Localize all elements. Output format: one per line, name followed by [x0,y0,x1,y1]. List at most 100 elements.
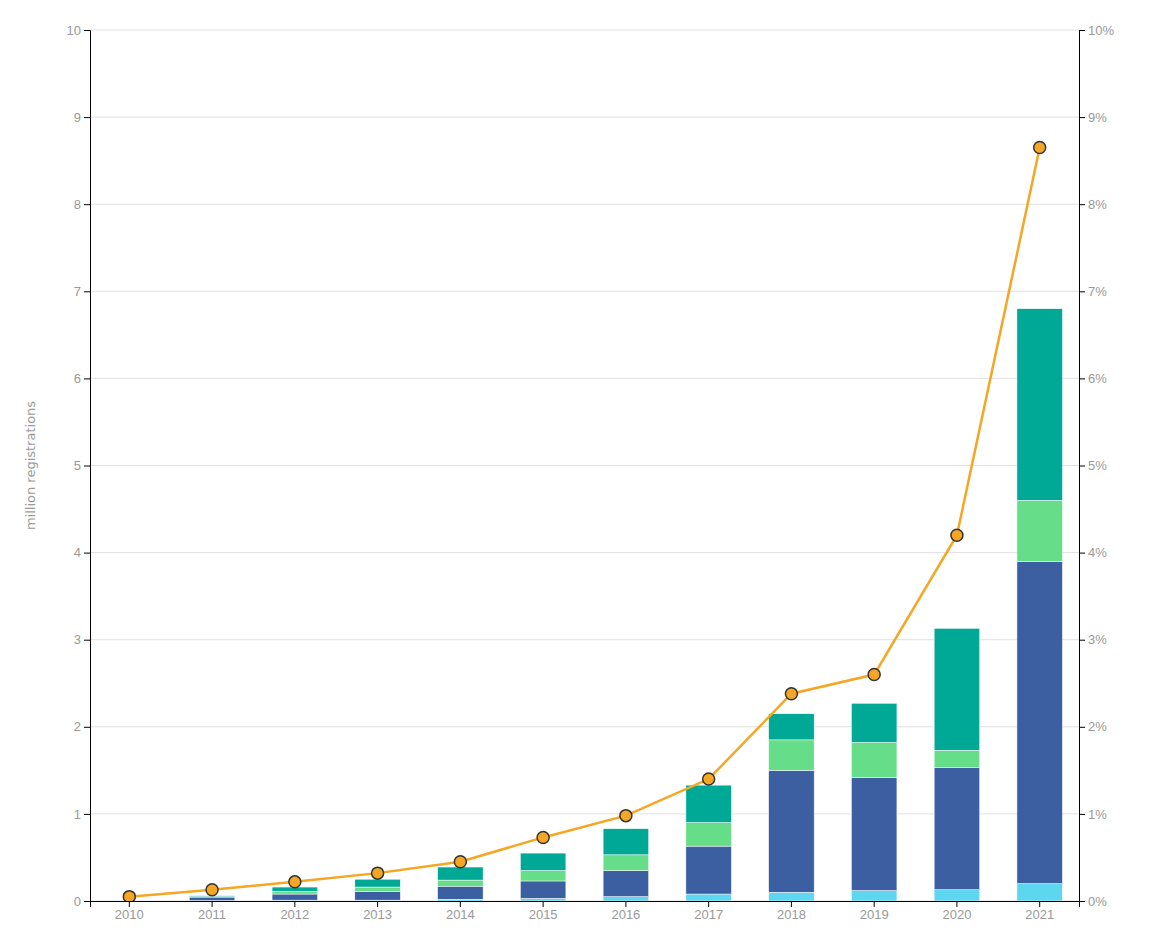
tick: 2% [1079,719,1107,734]
tick-label: 2 [74,719,81,734]
tick: 5 [74,458,90,473]
bar-series [107,500,1063,900]
bar [686,894,732,901]
tick-label: 9% [1088,110,1107,125]
bar [851,703,897,742]
tick-label: 10 [67,23,81,38]
tick-mark [84,30,90,31]
tick-label: 9 [74,110,81,125]
marker [785,688,797,700]
tick-mark [543,901,544,907]
bar [769,770,815,892]
tick-mark [1039,901,1040,907]
tick-mark [1079,901,1085,902]
tick-mark [1079,204,1085,205]
tick: 7% [1079,284,1107,299]
tick: 8 [74,197,90,212]
tick-mark [1079,814,1085,815]
grid-line [90,465,1079,466]
tick: 3 [74,632,90,647]
tick-mark [84,466,90,467]
tick: 5% [1079,458,1107,473]
marker [123,891,135,901]
tick: 7 [74,284,90,299]
tick: 2019 [860,901,889,922]
axis-line [1080,31,1086,902]
bar [1017,309,1063,501]
tick-label: 1 [74,807,81,822]
tick-mark [84,291,90,292]
tick: 0 [74,894,90,909]
tick: 2010 [115,901,144,922]
tick-mark [708,901,709,907]
tick-mark [84,814,90,815]
tick-label: 4 [74,545,81,560]
bar [769,714,815,740]
tick-label: 2012 [280,907,309,922]
line [129,148,1039,897]
tick-mark [791,901,792,907]
bar [851,742,897,777]
bar [686,846,732,894]
tick-mark [129,901,130,907]
tick-label: 2018 [777,907,806,922]
tick-mark [1079,640,1085,641]
tick-mark [625,901,626,907]
x-axis: 2010201120122013201420152016201720182019… [91,901,1080,922]
tick-label: 0% [1088,894,1107,909]
grid-line [90,204,1079,205]
tick-label: 7% [1088,284,1107,299]
tick: 1% [1079,807,1107,822]
marker [454,856,466,868]
plot: 2010201120122013201420152016201720182019… [67,23,1115,923]
chart: 2010201120122013201420152016201720182019… [0,0,1149,951]
bar [438,899,484,901]
tick-mark [84,117,90,118]
marker [206,884,218,896]
tick-mark [956,901,957,907]
tick-mark [1079,117,1085,118]
grid-line [90,813,1079,814]
bar [1017,561,1063,883]
bar [520,871,566,881]
tick-mark [1079,378,1085,379]
tick: 2012 [280,901,309,922]
bar [520,853,566,870]
tick-label: 2% [1088,719,1107,734]
tick-label: 2017 [694,907,723,922]
bar [1017,884,1063,901]
tick-mark [212,901,213,907]
grid-line [90,30,1079,31]
axis-line [84,31,91,902]
tick-label: 2010 [115,907,144,922]
grid-line [90,726,1079,727]
marker [951,529,963,541]
bar [1017,500,1063,561]
bar [686,823,732,847]
marker [620,810,632,822]
y-axis-title: million registrations [23,401,38,530]
tick: 2016 [611,901,640,922]
tick-mark [84,727,90,728]
tick: 8% [1079,197,1107,212]
tick-label: 4% [1088,545,1107,560]
tick-mark [874,901,875,907]
tick-label: 2015 [529,907,558,922]
tick-mark [1079,291,1085,292]
bar [934,750,980,767]
tick: 2015 [529,901,558,922]
tick-label: 10% [1088,23,1114,38]
tick-label: 2016 [611,907,640,922]
bar [686,785,732,822]
tick: 0% [1079,894,1107,909]
tick-label: 5% [1088,458,1107,473]
tick-label: 2021 [1025,907,1054,922]
markers [123,142,1045,901]
bar [851,891,897,901]
tick: 2017 [694,901,723,922]
marker [1034,142,1046,154]
bar [934,768,980,890]
bar [769,740,815,770]
tick-label: 1% [1088,807,1107,822]
grid-line [90,117,1079,118]
